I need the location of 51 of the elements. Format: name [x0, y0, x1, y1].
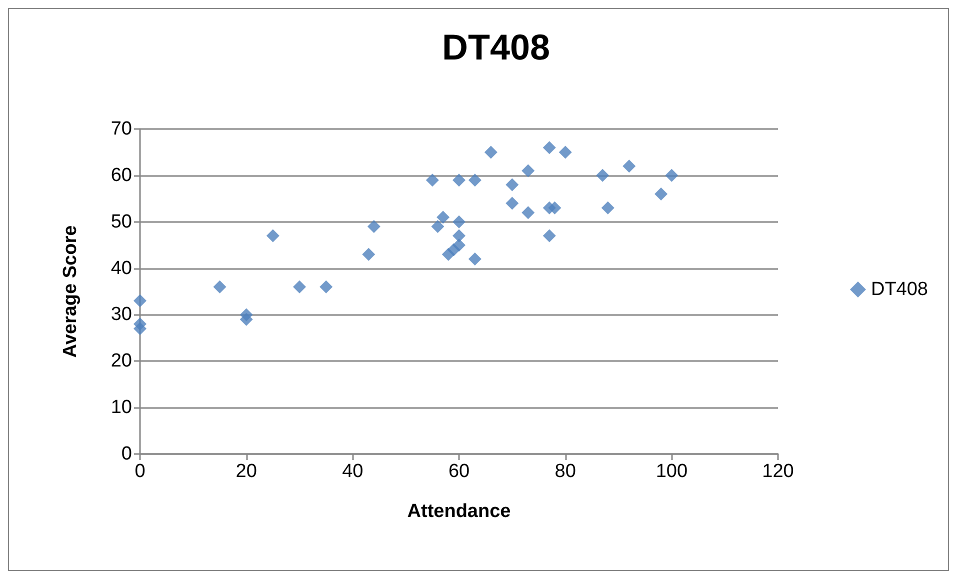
point — [452, 238, 466, 252]
y-tick-label: 70 — [110, 118, 132, 140]
point — [134, 322, 146, 336]
point — [452, 215, 466, 228]
point — [542, 141, 556, 154]
point — [367, 220, 380, 233]
chart-title: DT408 — [442, 26, 550, 68]
point — [431, 220, 444, 233]
x-tick-label: 120 — [762, 461, 794, 482]
point — [436, 210, 450, 224]
point — [134, 294, 146, 308]
y-tick-label: 20 — [110, 350, 132, 372]
y-tick-label: 50 — [110, 211, 132, 232]
point — [213, 280, 226, 294]
point — [320, 280, 333, 294]
point — [596, 168, 610, 182]
x-tick-label: 20 — [236, 461, 257, 482]
point — [468, 174, 482, 187]
point — [601, 201, 614, 214]
y-tick-label: 60 — [110, 164, 132, 186]
x-tick-label: 80 — [554, 461, 576, 482]
x-tick-label: 60 — [448, 461, 470, 482]
y-axis-title: Average Score — [60, 225, 81, 358]
x-axis-title: Attendance — [407, 501, 511, 522]
point — [558, 146, 572, 159]
point — [622, 160, 636, 173]
point — [426, 174, 439, 187]
point — [293, 280, 306, 294]
point — [266, 229, 280, 242]
point — [522, 164, 535, 178]
point — [506, 196, 519, 210]
point — [240, 312, 253, 326]
point — [542, 201, 556, 214]
point — [468, 252, 482, 266]
y-tick-label: 30 — [110, 304, 132, 326]
y-tick-label: 10 — [110, 397, 132, 418]
point — [665, 168, 678, 182]
y-tick-label: 0 — [121, 444, 132, 464]
legend-label: DT408 — [870, 279, 928, 300]
point — [362, 248, 376, 261]
y-tick-label: 40 — [110, 258, 132, 279]
point — [522, 206, 535, 220]
point — [452, 229, 466, 242]
point — [484, 146, 498, 159]
point — [654, 188, 668, 200]
x-tick-label: 100 — [656, 461, 688, 482]
x-tick-label: 0 — [134, 461, 146, 482]
point — [506, 178, 519, 192]
point — [542, 229, 556, 242]
point — [452, 174, 466, 187]
x-tick-label: 40 — [342, 461, 364, 482]
